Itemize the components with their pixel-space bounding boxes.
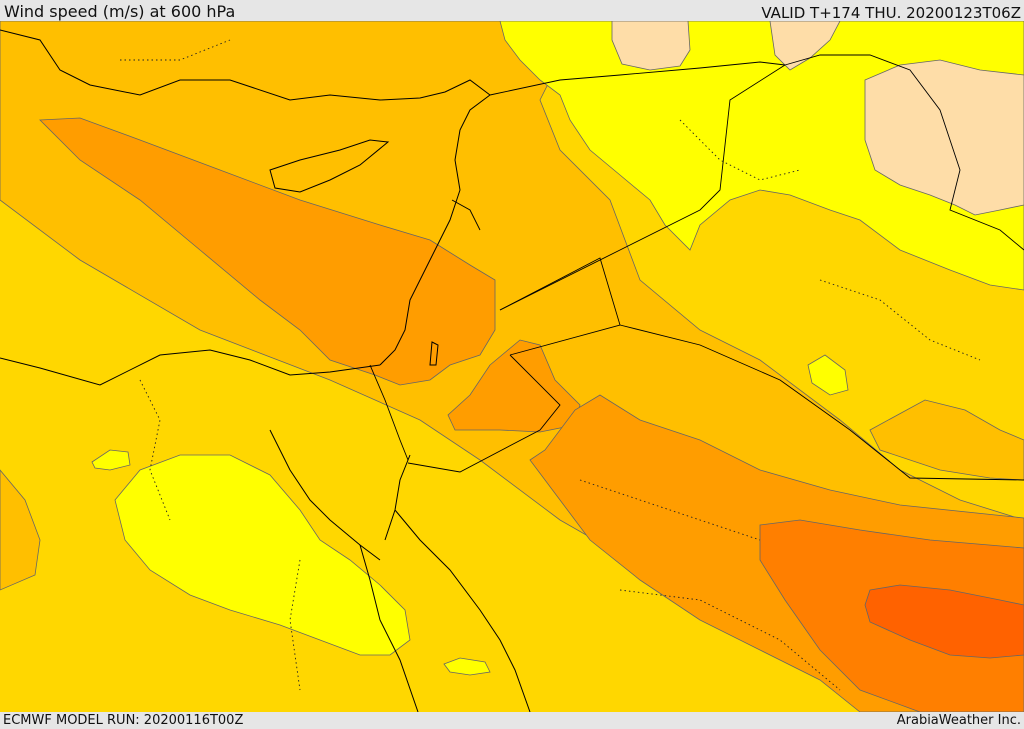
border-lebanon — [451, 199, 481, 231]
valid-time: VALID T+174 THU. 20200123T06Z — [761, 4, 1021, 22]
border-jordan-saudi — [407, 354, 561, 473]
border-iran — [784, 54, 1024, 251]
field-level-6 — [864, 584, 1024, 659]
border-iraq-jordan — [499, 257, 621, 356]
border-iraq-saudi — [619, 324, 1024, 481]
field-level-3-east — [869, 399, 1024, 481]
border-syria-turkey — [489, 61, 786, 96]
field-calm-north-a — [611, 21, 691, 71]
coastlines — [0, 29, 531, 712]
field-level-1-blob-a — [91, 449, 131, 471]
red-sea-west — [359, 544, 419, 712]
field-calm-northeast — [864, 59, 1024, 216]
model-run-label: ECMWF MODEL RUN: 20200116T00Z — [3, 713, 244, 728]
wind-map — [0, 21, 1024, 712]
field-level-1-blob-b — [807, 354, 849, 396]
field-level-1-blob-c — [443, 657, 491, 676]
field-level-3-sw — [0, 469, 41, 591]
dead-sea — [429, 341, 439, 366]
field-level-4-jordan — [447, 339, 581, 433]
border-syria-iraq — [499, 64, 786, 311]
footer-bar: ECMWF MODEL RUN: 20200116T00Z ArabiaWeat… — [0, 712, 1024, 729]
levant-coast — [379, 94, 491, 366]
turkey-south-coast — [0, 29, 491, 101]
cyprus-coast — [269, 139, 390, 193]
suez-gulf — [269, 429, 381, 561]
map-panel[interactable] — [0, 21, 1024, 712]
field-level-1-egypt — [114, 454, 411, 656]
map-title: Wind speed (m/s) at 600 hPa — [4, 2, 236, 21]
border-egypt-israel — [369, 364, 409, 461]
red-sea-east — [394, 509, 531, 712]
aqaba-gulf — [384, 454, 411, 541]
province-lines — [120, 39, 981, 691]
borders — [369, 54, 1024, 481]
header-bar: Wind speed (m/s) at 600 hPa VALID T+174 … — [0, 0, 1024, 22]
credit-label: ArabiaWeather Inc. — [896, 713, 1021, 728]
field-level-4-med — [39, 117, 496, 386]
egypt-north-coast — [0, 349, 381, 386]
